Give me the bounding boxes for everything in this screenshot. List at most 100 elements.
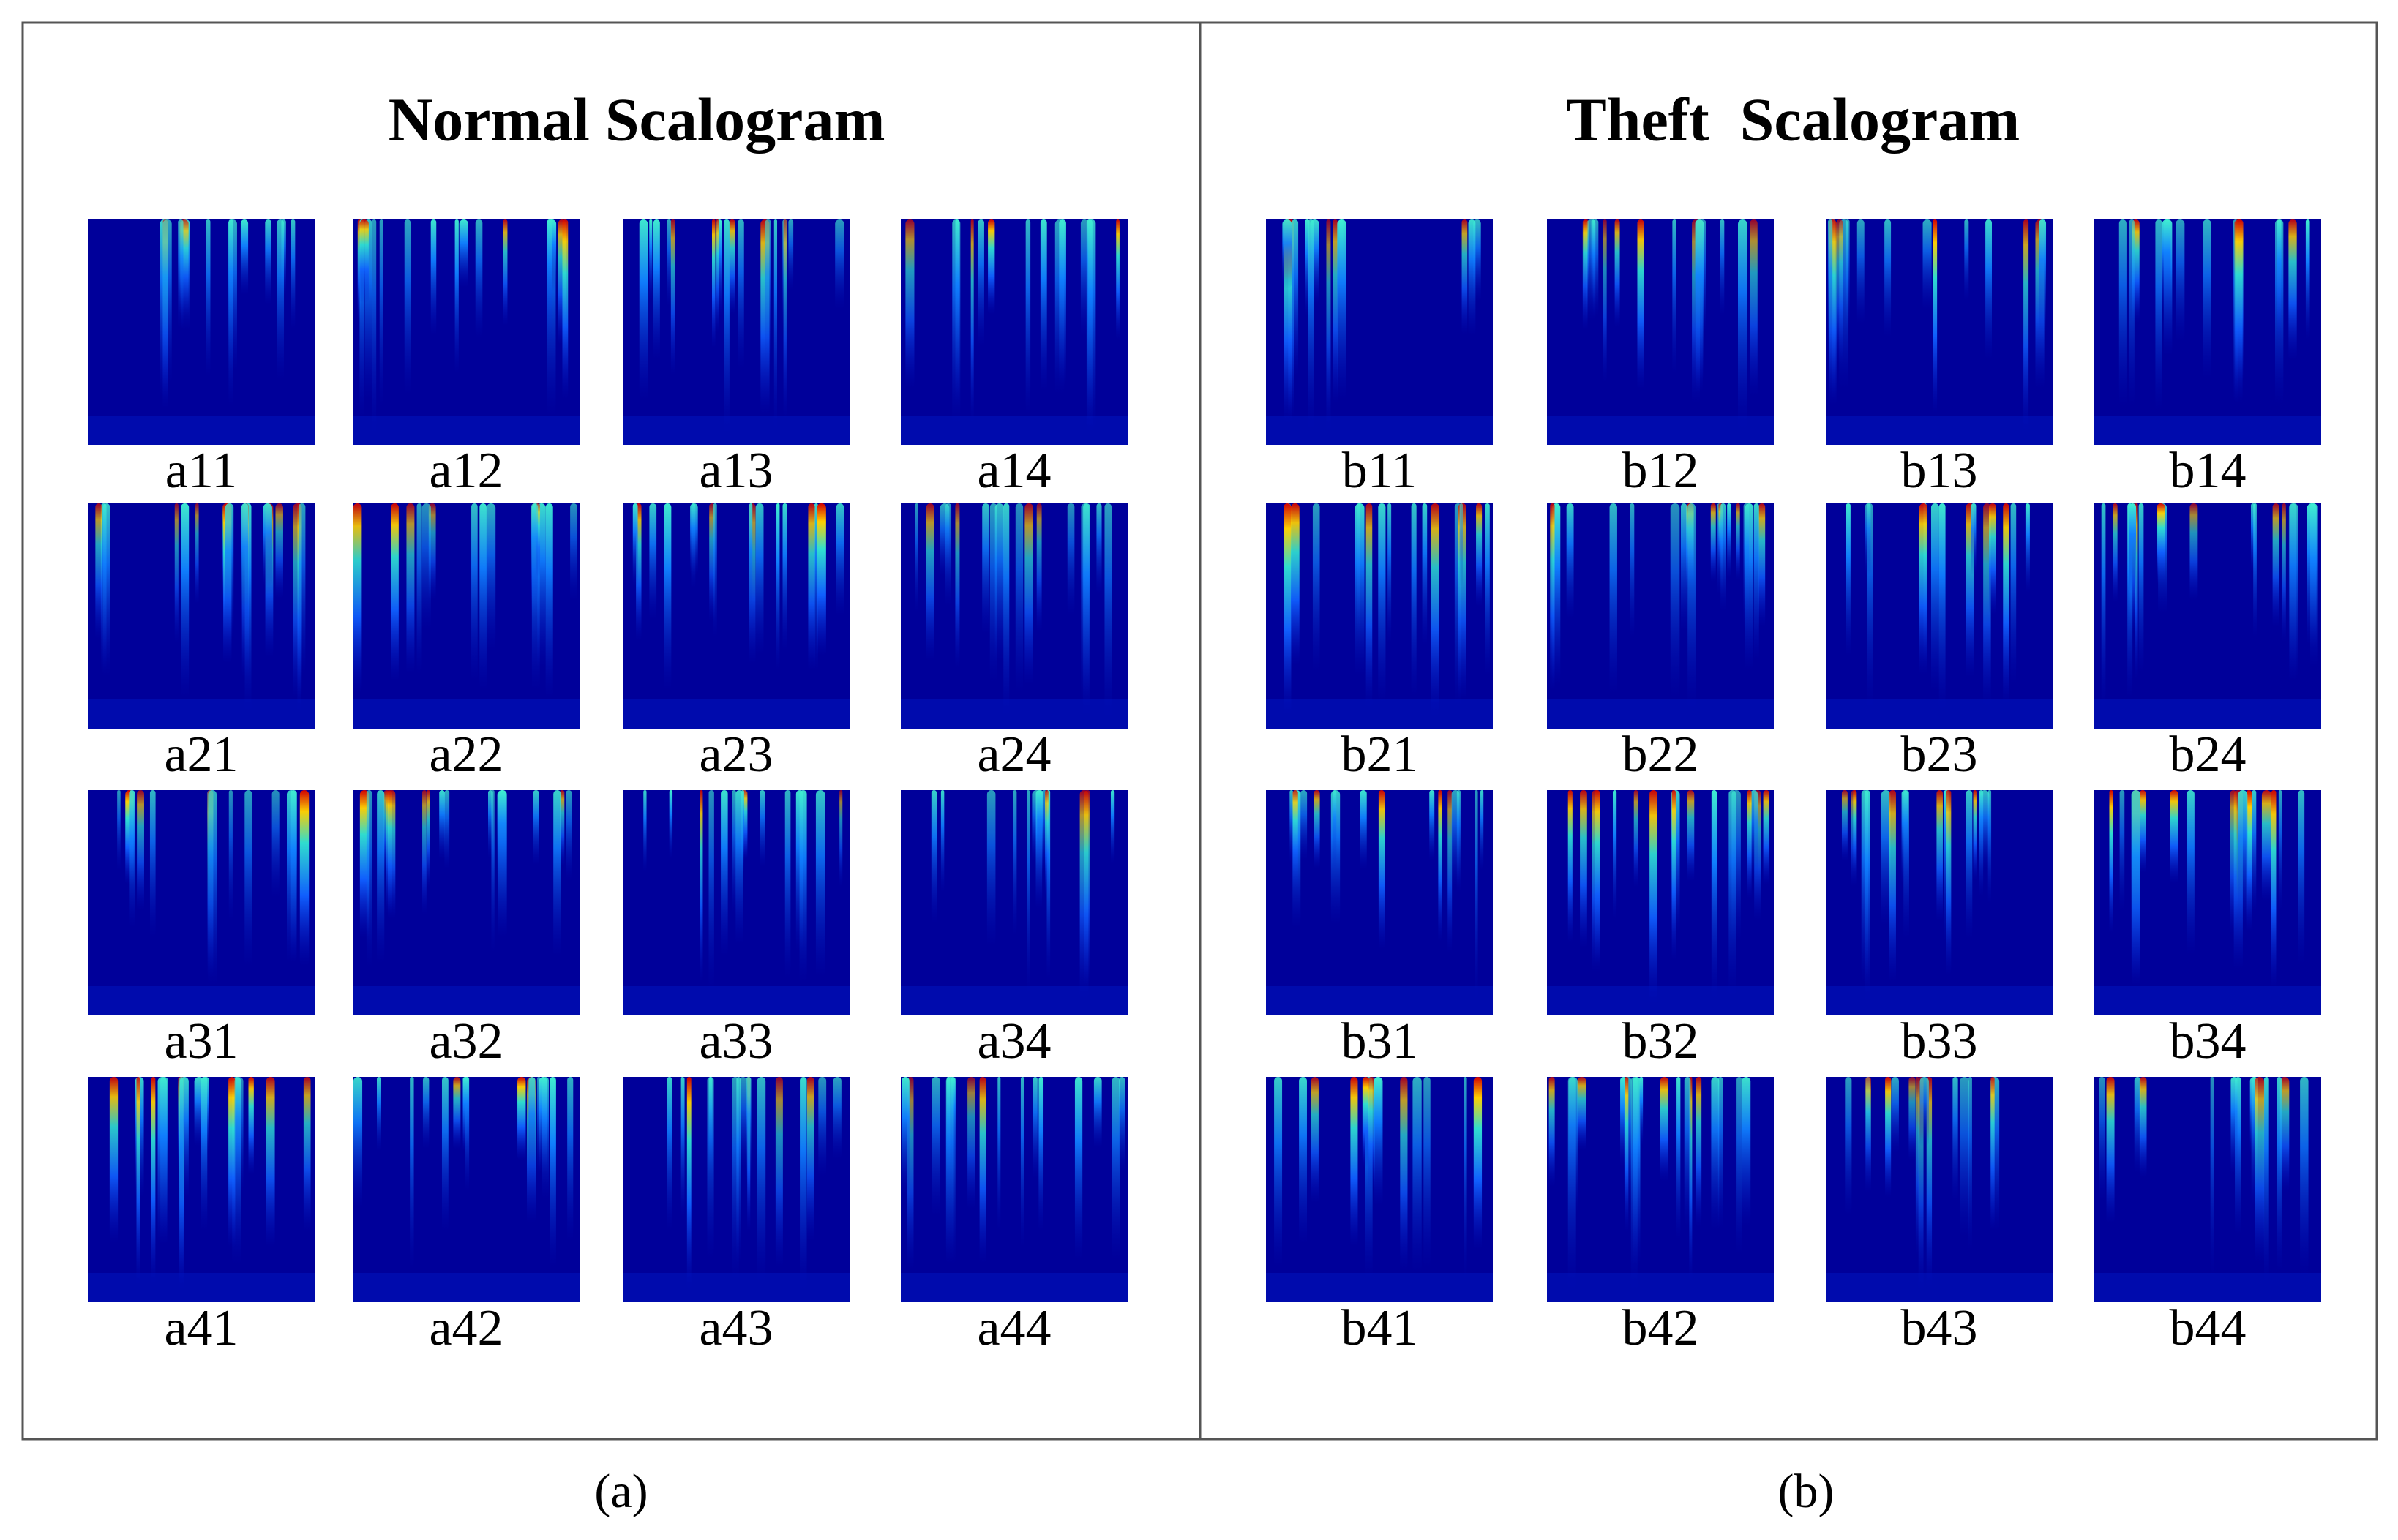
scalogram-stripe — [299, 790, 310, 966]
scalogram-stripe — [533, 790, 539, 865]
scalogram-stripe — [2118, 219, 2127, 407]
scalogram-stripe — [1915, 1077, 1919, 1256]
scalogram-stripe — [1314, 790, 1320, 869]
scalogram-stripe — [808, 503, 815, 671]
scalogram-stripe — [1687, 503, 1696, 708]
scalogram-stripe — [1577, 1077, 1586, 1151]
scalogram-stripe — [1609, 503, 1617, 695]
scalogram-bg — [623, 219, 850, 445]
scalogram-stripe — [1045, 790, 1049, 897]
scalogram-stripe — [1025, 219, 1031, 416]
scalogram — [901, 503, 1128, 729]
scalogram-stripe — [1649, 790, 1657, 1004]
scalogram-stripe — [1747, 790, 1752, 899]
scalogram-stripe — [1548, 1077, 1555, 1187]
scalogram-stripe — [667, 219, 672, 307]
scalogram-stripe — [1695, 219, 1704, 381]
scalogram-floor — [623, 416, 850, 445]
scalogram — [1547, 790, 1774, 1015]
scalogram-stripe — [773, 219, 778, 428]
scalogram-stripe — [1660, 1077, 1668, 1182]
scalogram-stripe — [1612, 790, 1617, 920]
scalogram-stripe — [1639, 1077, 1644, 1146]
scalogram-stripe — [1355, 503, 1365, 676]
scalogram-stripe — [986, 790, 996, 947]
scalogram-stripe — [117, 790, 121, 871]
cell-label: b23 — [1901, 726, 1978, 783]
scalogram-stripe — [721, 790, 728, 957]
scalogram-floor — [901, 699, 1128, 729]
scalogram-stripe — [1889, 790, 1896, 983]
scalogram-stripe — [542, 1077, 549, 1200]
scalogram-stripe — [1864, 790, 1870, 1001]
scalogram-stripe — [784, 790, 791, 980]
scalogram-floor — [1266, 699, 1493, 729]
scalogram-stripe — [1110, 790, 1115, 864]
scalogram-stripe — [836, 503, 844, 617]
scalogram-stripe — [1003, 503, 1010, 715]
cell-label: b32 — [1622, 1013, 1699, 1070]
scalogram-stripe — [1676, 1077, 1681, 1240]
scalogram-stripe — [102, 503, 110, 677]
scalogram-stripe — [1074, 1077, 1083, 1261]
scalogram-stripe — [263, 503, 272, 587]
scalogram-stripe — [2203, 219, 2211, 380]
scalogram-stripe — [1884, 219, 1892, 338]
scalogram-stripe — [2187, 790, 2195, 955]
scalogram-stripe — [195, 503, 199, 604]
scalogram-stripe — [129, 790, 135, 928]
cell-label: a22 — [429, 726, 503, 783]
scalogram-stripe — [1743, 503, 1750, 629]
scalogram-stripe — [926, 503, 934, 661]
scalogram-stripe — [1368, 1077, 1375, 1190]
scalogram-stripe — [1038, 1077, 1044, 1232]
scalogram-stripe — [2113, 503, 2118, 603]
scalogram-stripe — [1630, 1077, 1638, 1290]
scalogram-stripe — [391, 503, 399, 682]
scalogram-stripe — [2189, 503, 2198, 601]
scalogram — [1266, 219, 1493, 445]
scalogram-stripe — [2272, 503, 2279, 627]
scalogram-stripe — [783, 219, 787, 419]
scalogram-stripe — [989, 503, 997, 684]
scalogram-stripe — [471, 503, 478, 681]
scalogram-stripe — [545, 503, 553, 699]
scalogram-stripe — [1973, 790, 1977, 880]
scalogram-stripe — [1919, 1077, 1929, 1147]
scalogram-floor — [901, 416, 1128, 445]
scalogram-stripe — [567, 1077, 574, 1242]
scalogram-floor — [353, 1273, 580, 1302]
scalogram-stripe — [2003, 503, 2009, 704]
scalogram-stripe — [1378, 503, 1386, 702]
scalogram-stripe — [1630, 503, 1635, 639]
scalogram-stripe — [739, 1077, 746, 1168]
scalogram-stripe — [1633, 790, 1638, 888]
scalogram-stripe — [1566, 503, 1574, 620]
scalogram-stripe — [776, 503, 780, 671]
scalogram-stripe — [1727, 503, 1731, 579]
scalogram-floor — [88, 1273, 315, 1302]
scalogram-stripe — [788, 219, 794, 291]
scalogram-stripe — [639, 219, 648, 401]
scalogram-stripe — [1468, 219, 1476, 336]
scalogram-stripe — [997, 1077, 1001, 1231]
scalogram — [623, 790, 850, 1015]
scalogram-stripe — [982, 503, 989, 634]
scalogram-stripe — [945, 1077, 954, 1262]
scalogram-stripe — [1881, 790, 1891, 926]
scalogram-stripe — [1710, 503, 1716, 582]
scalogram-stripe — [2310, 503, 2318, 669]
scalogram-stripe — [1851, 790, 1857, 887]
scalogram-floor — [2094, 1273, 2321, 1302]
scalogram-stripe — [2023, 219, 2029, 431]
scalogram-stripe — [1836, 219, 1843, 364]
cell-label: b42 — [1622, 1300, 1699, 1356]
scalogram-stripe — [95, 503, 102, 640]
scalogram — [1266, 790, 1493, 1015]
scalogram-stripe — [479, 503, 487, 690]
scalogram-stripe — [1067, 503, 1075, 616]
scalogram-stripe — [2138, 503, 2144, 674]
scalogram-stripe — [453, 1077, 461, 1150]
scalogram-stripe — [1040, 219, 1047, 391]
